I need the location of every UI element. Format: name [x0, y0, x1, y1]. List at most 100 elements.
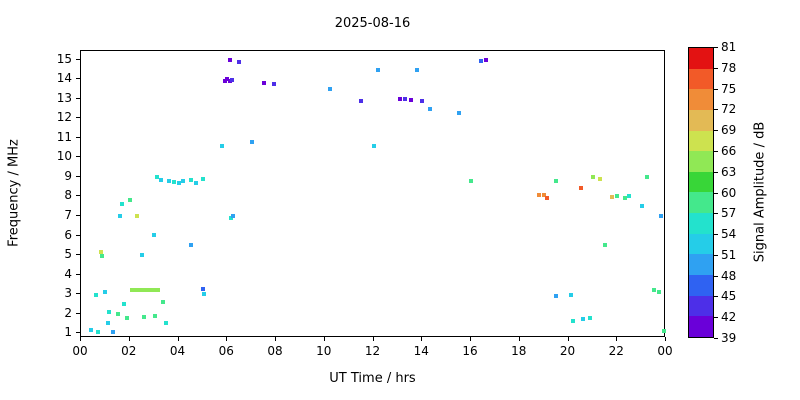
data-point — [578, 185, 583, 190]
colorbar-tick-label: 78 — [721, 60, 737, 75]
colorbar-tick — [714, 150, 718, 152]
y-tick — [76, 273, 80, 275]
y-tick — [76, 78, 80, 80]
data-point — [135, 213, 140, 218]
colorbar-tick-label: 69 — [721, 123, 737, 138]
x-tick-label: 10 — [316, 344, 332, 358]
data-point — [141, 288, 146, 293]
data-point — [200, 176, 205, 181]
data-point — [478, 58, 483, 63]
x-tick — [80, 337, 81, 341]
data-point — [415, 67, 420, 72]
y-tick-label: 10 — [56, 149, 72, 164]
y-tick — [76, 156, 80, 158]
colorbar-segment — [689, 192, 713, 214]
colorbar — [688, 47, 714, 338]
data-point — [661, 329, 666, 334]
data-point — [144, 288, 149, 293]
data-point — [359, 98, 364, 103]
y-tick-label: 13 — [56, 90, 72, 105]
colorbar-tick-label: 75 — [721, 81, 737, 96]
x-tick-label: 02 — [121, 344, 137, 358]
x-axis-label: UT Time / hrs — [329, 371, 416, 386]
x-tick — [518, 337, 520, 341]
colorbar-tick — [714, 47, 718, 48]
colorbar-tick — [714, 275, 718, 277]
colorbar-tick-label: 57 — [721, 206, 737, 221]
x-tick — [421, 337, 423, 341]
colorbar-tick — [714, 234, 718, 236]
data-point — [327, 87, 332, 92]
colorbar-segment — [689, 254, 713, 276]
y-tick — [76, 312, 80, 314]
x-tick — [567, 337, 569, 341]
colorbar-segment — [689, 171, 713, 193]
y-tick-label: 8 — [64, 188, 72, 203]
data-point — [96, 330, 101, 335]
y-tick — [76, 136, 80, 138]
data-point — [127, 198, 132, 203]
data-point — [121, 301, 126, 306]
y-tick-label: 14 — [56, 71, 72, 86]
data-point — [409, 97, 414, 102]
data-point — [544, 196, 549, 201]
x-tick-label: 18 — [511, 344, 527, 358]
colorbar-tick-label: 39 — [721, 331, 737, 345]
x-tick — [177, 337, 179, 341]
data-point — [110, 330, 115, 335]
y-tick-label: 12 — [56, 110, 72, 125]
data-point — [99, 254, 104, 258]
x-tick-label: 12 — [364, 344, 381, 358]
x-tick — [275, 337, 276, 341]
data-point — [603, 243, 608, 248]
colorbar-tick-label: 45 — [721, 289, 737, 304]
colorbar-tick — [714, 296, 718, 298]
data-point — [554, 294, 559, 299]
y-tick-label: 2 — [64, 305, 72, 320]
data-point — [568, 293, 573, 298]
x-tick — [665, 337, 666, 341]
colorbar-segment — [689, 316, 713, 337]
y-tick-label: 9 — [64, 168, 72, 183]
colorbar-tick-label: 51 — [721, 247, 737, 262]
colorbar-tick-label: 81 — [721, 40, 737, 54]
data-point — [639, 204, 644, 209]
x-tick-label: 00 — [72, 344, 88, 358]
data-point — [659, 213, 664, 218]
data-point — [371, 143, 376, 148]
colorbar-tick-label: 60 — [721, 185, 737, 200]
data-point — [202, 292, 207, 297]
x-tick-label: 20 — [559, 344, 576, 358]
data-point — [590, 174, 595, 179]
data-point — [193, 180, 198, 185]
data-point — [125, 315, 130, 320]
colorbar-tick-label: 48 — [721, 268, 737, 283]
x-tick-label: 16 — [462, 344, 478, 358]
data-point — [456, 110, 461, 115]
x-tick — [470, 337, 471, 341]
y-tick — [76, 195, 80, 197]
data-point — [107, 309, 112, 314]
data-point — [537, 193, 542, 198]
x-tick — [323, 337, 325, 341]
data-point — [120, 202, 125, 207]
colorbar-segment — [689, 213, 713, 234]
y-tick — [76, 234, 80, 236]
data-point — [588, 316, 593, 321]
y-tick — [76, 117, 80, 119]
plot-area — [80, 50, 666, 337]
y-tick — [76, 254, 80, 256]
data-point — [171, 179, 176, 184]
data-point — [130, 288, 135, 293]
colorbar-tick — [714, 171, 718, 173]
colorbar-tick — [714, 213, 718, 215]
data-point — [93, 293, 98, 298]
colorbar-segment — [689, 275, 713, 296]
data-point — [181, 178, 186, 183]
x-tick-label: 14 — [413, 344, 429, 358]
x-tick — [372, 337, 374, 341]
data-point — [222, 79, 227, 84]
data-point — [159, 177, 164, 182]
colorbar-segment — [689, 89, 713, 110]
data-point — [227, 57, 232, 62]
